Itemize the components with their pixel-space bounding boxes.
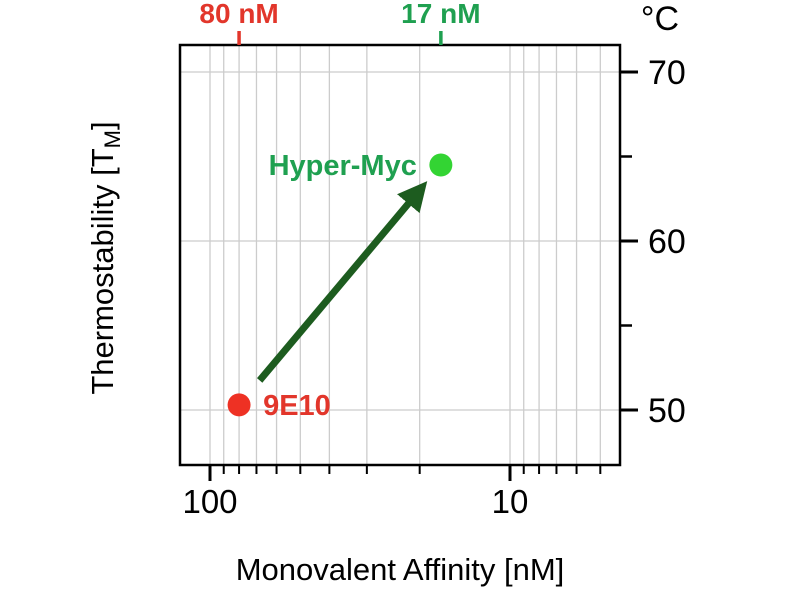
- y-tick-label: 60: [648, 223, 686, 261]
- x-tick-label: 10: [492, 483, 529, 520]
- y-unit-label: °C: [641, 0, 679, 38]
- data-point-label: 9E10: [263, 390, 331, 422]
- data-point-9E10: [227, 393, 251, 417]
- plot-border: [178, 43, 622, 467]
- improvement-arrow: [256, 181, 428, 383]
- top-axis-label: 17 nM: [401, 0, 480, 29]
- y-tick-label: 70: [648, 54, 686, 92]
- x-axis-title: Monovalent Affinity [nM]: [236, 552, 565, 587]
- top-axis-label: 80 nM: [199, 0, 278, 29]
- y-axis-title: Thermostability [TM]: [85, 121, 125, 394]
- y-tick-label: 50: [648, 392, 686, 430]
- data-point-Hyper-Myc: [429, 153, 453, 177]
- data-point-label: Hyper-Myc: [269, 150, 417, 182]
- x-tick-label: 100: [182, 483, 237, 520]
